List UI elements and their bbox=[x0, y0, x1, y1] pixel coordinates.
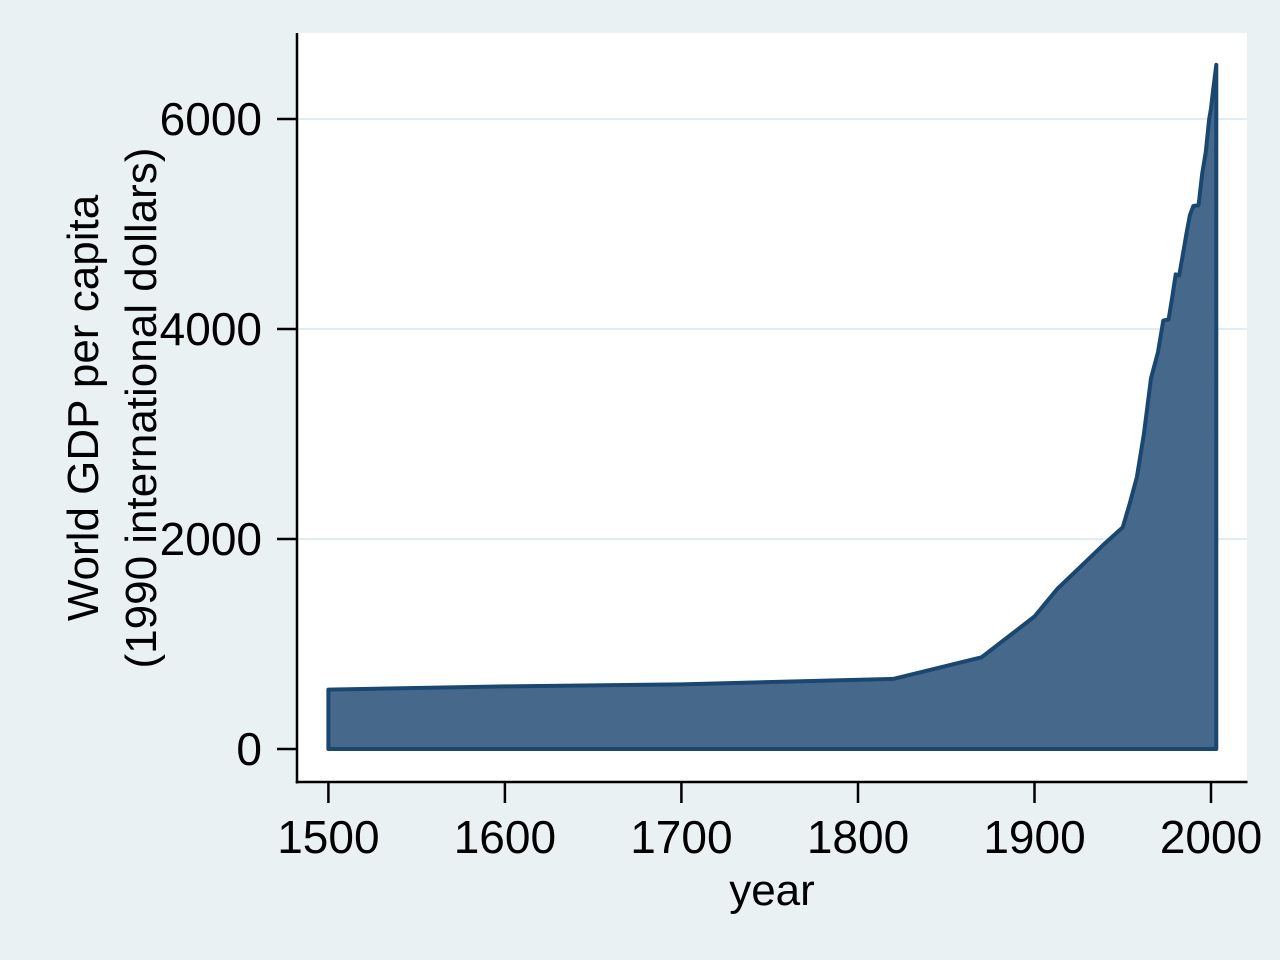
x-tick-label: 2000 bbox=[1159, 811, 1263, 863]
y-axis-title: World GDP per capita (1990 international… bbox=[55, 58, 175, 758]
y-axis-title-line1: World GDP per capita bbox=[59, 194, 108, 622]
x-tick-label: 1800 bbox=[806, 811, 910, 863]
x-tick-label: 1700 bbox=[630, 811, 733, 863]
x-tick-label: 1600 bbox=[453, 811, 557, 863]
y-axis-title-line2: (1990 international dollars) bbox=[117, 147, 166, 669]
x-tick-label: 1900 bbox=[983, 811, 1086, 863]
y-tick-label: 0 bbox=[236, 722, 262, 775]
y-tick-label: 6000 bbox=[159, 92, 262, 145]
x-tick-label: 1500 bbox=[277, 811, 380, 863]
y-tick-label: 4000 bbox=[159, 302, 262, 355]
area-series bbox=[326, 62, 1219, 751]
x-axis-title: year bbox=[729, 866, 815, 915]
y-tick-label: 2000 bbox=[159, 512, 262, 565]
